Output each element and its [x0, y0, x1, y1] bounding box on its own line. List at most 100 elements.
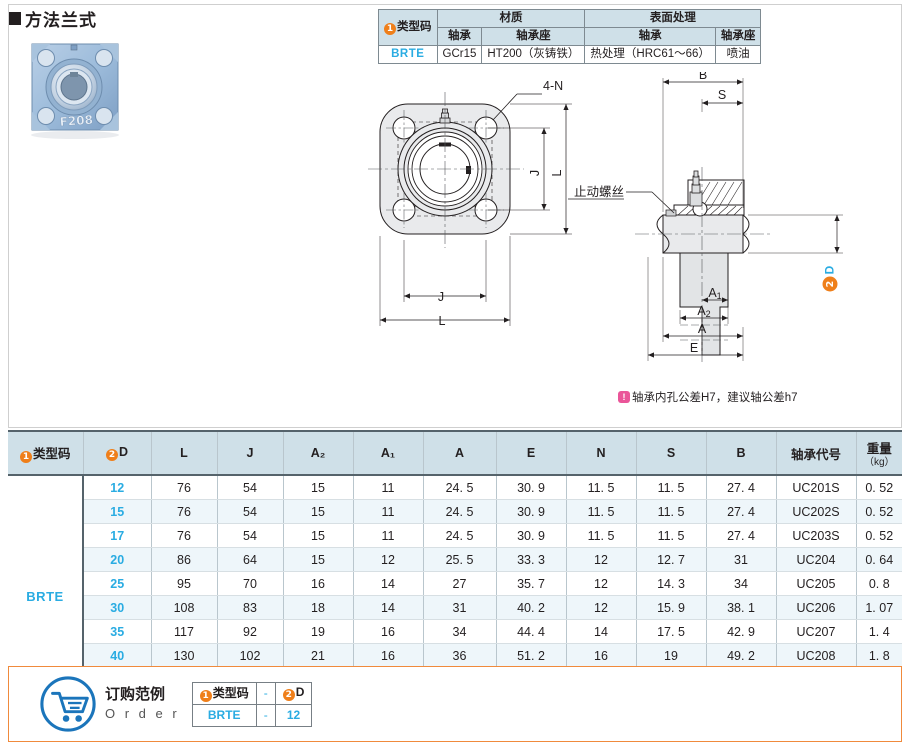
cell-weight: 1. 4 — [855, 619, 902, 644]
cell-a1: 16 — [352, 619, 424, 644]
order-value-d: 12 — [274, 703, 313, 727]
material-th-surface: 表面处理 — [584, 9, 762, 28]
dim-e-label: E — [690, 341, 698, 355]
info-icon: ! — [618, 391, 630, 403]
side-view — [626, 78, 843, 362]
cell-bearing_no: UC205 — [775, 571, 857, 596]
material-housing: HT200（灰铸铁） — [481, 45, 586, 64]
table-row: 17 76 54 15 11 24. 5 30. 9 11. 5 11. 5 27. 4 UC203… — [8, 523, 902, 548]
cell-s: 19 — [635, 643, 707, 668]
table-row: 20 86 64 15 12 25. 5 33. 3 12 12. 7 31 UC204 0. 64 — [8, 547, 902, 572]
product-photo: F208 — [22, 36, 132, 151]
cell-weight: 0. 64 — [855, 547, 902, 572]
cell-e: 44. 4 — [495, 619, 567, 644]
cell-a1: 12 — [352, 547, 424, 572]
cell-s: 17. 5 — [635, 619, 707, 644]
cell-b: 27. 4 — [705, 474, 777, 500]
cell-bearing_no: UC208 — [775, 643, 857, 668]
dim-a-label: A — [698, 322, 707, 336]
cell-a1: 14 — [352, 571, 424, 596]
cell-j: 83 — [216, 595, 284, 620]
cell-n: 11. 5 — [565, 474, 637, 500]
cell-e: 30. 9 — [495, 474, 567, 500]
cell-weight: 1. 8 — [855, 643, 902, 668]
cell-j: 54 — [216, 474, 284, 500]
cell-a2: 15 — [282, 547, 354, 572]
badge-2-icon: 2 — [105, 449, 118, 461]
cart-icon — [40, 676, 96, 732]
cell-j: 102 — [216, 643, 284, 668]
cell-bearing_no: UC204 — [775, 547, 857, 572]
material-th-typecode: 1 类型码 — [378, 9, 438, 46]
cell-a1: 11 — [352, 499, 424, 524]
dim-l-right-label: L — [550, 169, 564, 176]
setscrew-label: 止动螺丝 — [574, 185, 624, 199]
cell-e: 35. 7 — [495, 571, 567, 596]
table-row: 15 76 54 15 11 24. 5 30. 9 11. 5 11. 5 27. 4 UC202… — [8, 499, 902, 524]
cell-a: 24. 5 — [422, 523, 497, 548]
cell-weight: 1. 07 — [855, 595, 902, 620]
cell-n: 12 — [565, 571, 637, 596]
cell-e: 51. 2 — [495, 643, 567, 668]
table-row: 25 95 70 16 14 27 35. 7 12 14. 3 34 UC205 0. 8 — [8, 571, 902, 596]
cell-n: 12 — [565, 595, 637, 620]
svg-text:2: 2 — [825, 281, 836, 288]
th-weight: 重量 （kg） — [855, 430, 902, 476]
cell-l: 76 — [150, 499, 218, 524]
cell-l: 117 — [150, 619, 218, 644]
cell-a: 36 — [422, 643, 497, 668]
table-row: 35 117 92 19 16 34 44. 4 14 17. 5 42. 9 UC207 1. 4 — [8, 619, 902, 644]
cell-l: 76 — [150, 523, 218, 548]
cell-n: 14 — [565, 619, 637, 644]
th-bearing-no: 轴承代号 — [775, 430, 857, 476]
cell-weight: 0. 8 — [855, 571, 902, 596]
badge-1-icon: 1 — [199, 690, 212, 702]
th-j: J — [216, 430, 284, 476]
bullet-square-icon — [8, 12, 21, 25]
cell-bearing_no: UC206 — [775, 595, 857, 620]
cell-a: 24. 5 — [422, 474, 497, 500]
order-value-row: BRTE - 12 — [191, 703, 313, 727]
cell-bearing_no: UC202S — [775, 499, 857, 524]
cell-j: 54 — [216, 523, 284, 548]
cell-a: 31 — [422, 595, 497, 620]
cell-a2: 16 — [282, 571, 354, 596]
order-title-cn: 订购范例 — [105, 686, 166, 703]
cell-l: 76 — [150, 474, 218, 500]
cell-n: 11. 5 — [565, 523, 637, 548]
dim-s-label: S — [718, 88, 726, 102]
material-typecode: BRTE — [378, 45, 438, 64]
order-title-en: O r d e r — [105, 706, 180, 721]
front-view — [368, 92, 572, 326]
cell-a1: 14 — [352, 595, 424, 620]
technical-drawings: 4-N J L J L B S A1 A2 A E 止动螺丝 2 D — [330, 68, 905, 372]
surface-bearing: 热处理（HRC61～66） — [584, 45, 716, 64]
cell-s: 14. 3 — [635, 571, 707, 596]
order-value-dash: - — [255, 703, 276, 727]
cell-weight: 0. 52 — [855, 499, 902, 524]
table-row: 30 108 83 18 14 31 40. 2 12 15. 9 38. 1 UC206 1. 07 — [8, 595, 902, 620]
cell-a2: 18 — [282, 595, 354, 620]
cell-a2: 15 — [282, 499, 354, 524]
page-title: 方法兰式 — [8, 6, 97, 31]
cell-n: 11. 5 — [565, 499, 637, 524]
cell-b: 34 — [705, 571, 777, 596]
th-a1: A₁ — [352, 430, 424, 476]
order-title: 订购范例 O r d e r — [105, 685, 180, 723]
th-s: S — [635, 430, 707, 476]
cell-d: 25 — [82, 571, 152, 596]
order-th-typecode: 1 类型码 — [191, 681, 257, 705]
order-th-dash: - — [255, 681, 276, 705]
cell-l: 108 — [150, 595, 218, 620]
material-th-bearing-2: 轴承 — [584, 27, 716, 46]
cell-l: 86 — [150, 547, 218, 572]
svg-text:D: D — [823, 265, 837, 274]
badge-2-icon: 2 — [282, 689, 295, 701]
cell-l: 95 — [150, 571, 218, 596]
th-a2: A₂ — [282, 430, 354, 476]
material-th-material: 材质 — [436, 9, 586, 28]
cell-s: 12. 7 — [635, 547, 707, 572]
